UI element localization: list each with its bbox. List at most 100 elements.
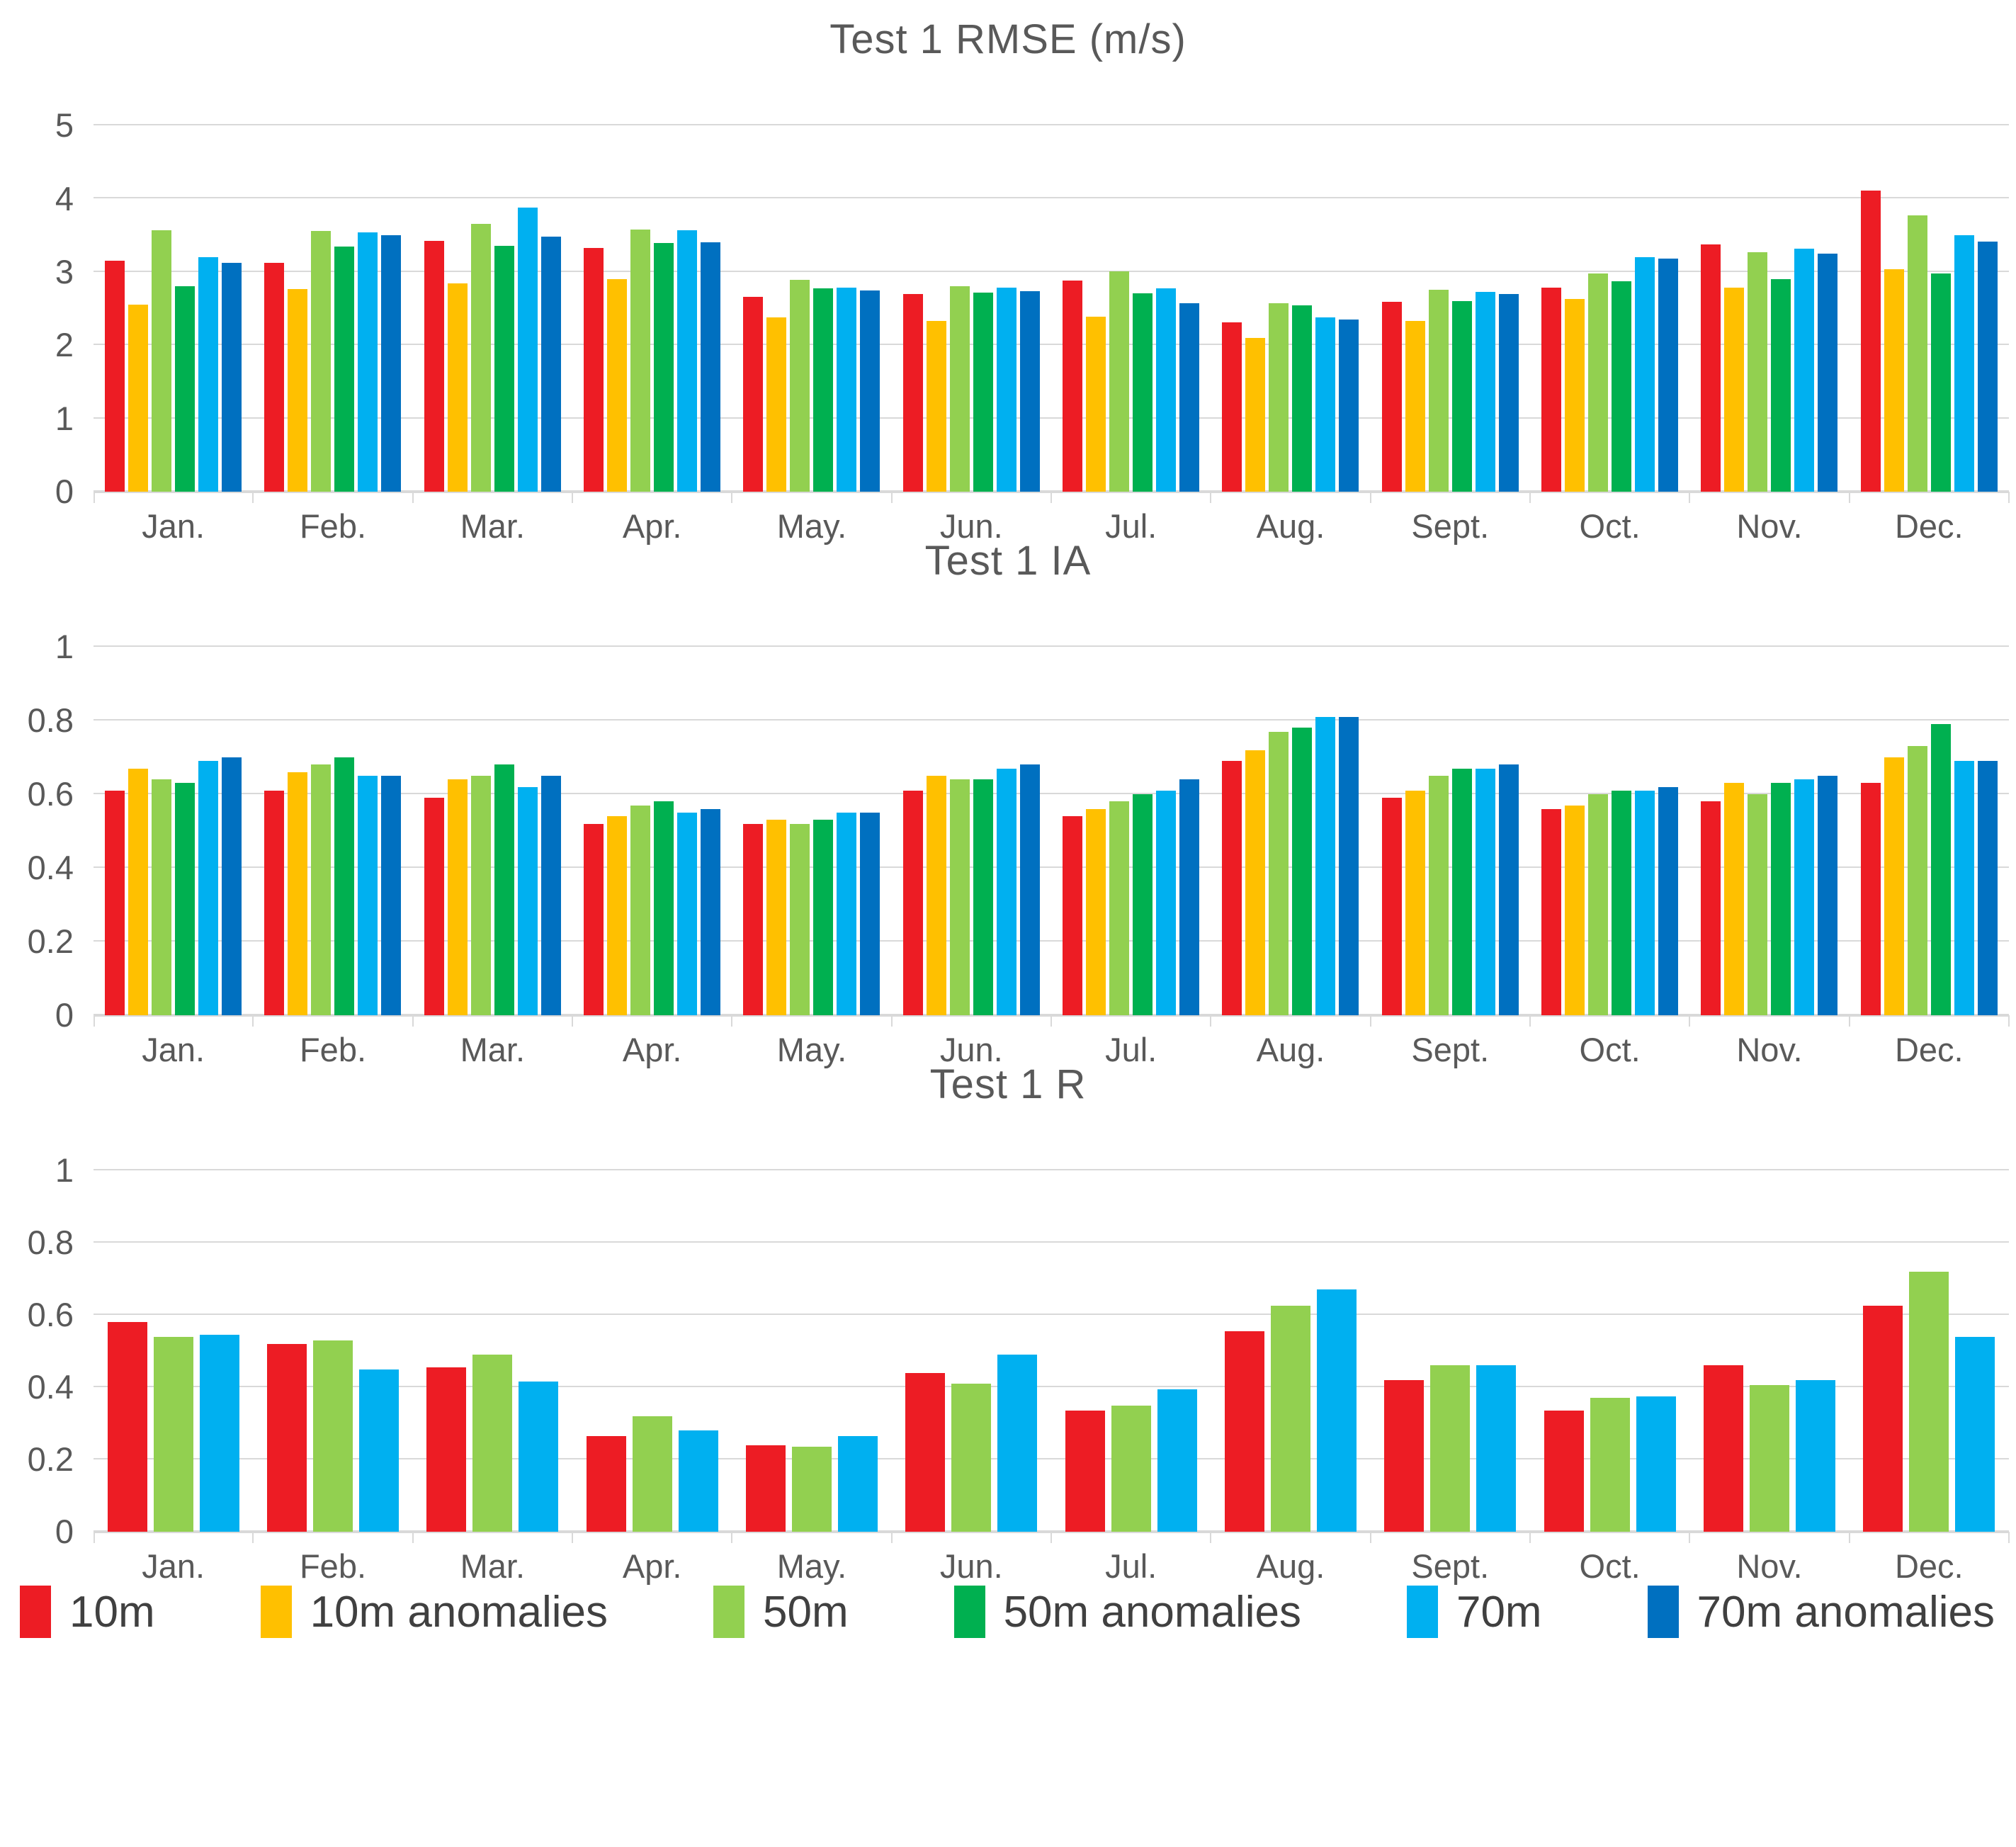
x-axis-label: Apr. bbox=[622, 1031, 682, 1068]
month-group: May. bbox=[732, 125, 893, 545]
x-axis-label: Jun. bbox=[939, 507, 1003, 545]
y-tick-label: 1 bbox=[55, 399, 74, 437]
month-group: Aug. bbox=[1211, 647, 1371, 1068]
bar-50m bbox=[1748, 252, 1768, 492]
bar-50m-anomalies bbox=[175, 286, 196, 492]
axis-tick-mark bbox=[1210, 492, 1212, 503]
month-group: Mar. bbox=[413, 1170, 573, 1585]
axis-tick-mark bbox=[571, 1532, 573, 1543]
axis-tick-mark bbox=[1050, 492, 1052, 503]
bar-10m bbox=[1063, 816, 1083, 1015]
legend-swatch bbox=[20, 1586, 51, 1638]
month-group: Mar. bbox=[413, 125, 573, 545]
x-axis-label: Dec. bbox=[1894, 507, 1964, 545]
gridline: 0.2 bbox=[28, 922, 2009, 960]
axis-tick-mark bbox=[1689, 492, 1691, 503]
bar-50m-anomalies bbox=[1771, 279, 1791, 492]
bar-10m bbox=[1541, 287, 1562, 492]
bar-10m-anomalies bbox=[1565, 299, 1585, 492]
bar-50m-anomalies bbox=[1930, 724, 1951, 1015]
axis-tick-mark bbox=[412, 492, 414, 503]
gridline: 0.8 bbox=[28, 701, 2009, 739]
axis-tick-mark bbox=[731, 492, 733, 503]
bar-50m bbox=[630, 805, 651, 1015]
bar-10m bbox=[107, 1322, 147, 1532]
bar-70m bbox=[1315, 317, 1336, 492]
axis-tick-mark bbox=[571, 1015, 573, 1027]
bar-70m bbox=[1475, 291, 1495, 492]
month-group: Nov. bbox=[1689, 1170, 1850, 1585]
bar-groups: Jan. Feb. Mar. Apr. May. Jun. Jul. Aug. Sept. Oct… bbox=[94, 125, 2010, 545]
bar-10m bbox=[743, 823, 764, 1015]
month-group: Sept. bbox=[1371, 647, 1531, 1068]
x-axis-label: May. bbox=[776, 1547, 847, 1585]
bar-70m-anomalies bbox=[1498, 764, 1519, 1015]
bar-50m bbox=[1269, 731, 1289, 1015]
y-tick-label: 2 bbox=[55, 326, 74, 364]
bar-10m-anomalies bbox=[1245, 337, 1266, 492]
legend-item-70m: 70m bbox=[1406, 1586, 1542, 1638]
bar-10m-anomalies bbox=[607, 816, 628, 1015]
chart-3: Test 1 R 1 0.8 0.6 0.4 0.2 0 Jan. Feb. Mar. Apr. Ma… bbox=[0, 1017, 2016, 1585]
x-axis-label: Sept. bbox=[1411, 1031, 1490, 1068]
bar-70m-anomalies bbox=[860, 813, 880, 1015]
bar-50m-anomalies bbox=[813, 288, 834, 492]
bar-70m bbox=[1315, 716, 1336, 1015]
month-group: Jan. bbox=[94, 125, 254, 545]
bar-10m bbox=[1863, 1306, 1903, 1532]
bar-10m-anomalies bbox=[1245, 750, 1266, 1015]
y-tick-label: 0.2 bbox=[27, 1440, 74, 1479]
bar-groups: Jan. Feb. Mar. Apr. May. Jun. Jul. Aug. Sept. Oct… bbox=[94, 1170, 2010, 1585]
bar-50m bbox=[1428, 289, 1449, 492]
chart-1: Test 1 RMSE (m/s) 5 4 3 2 1 0 Jan. Feb. Mar. Apr. M… bbox=[0, 0, 2016, 545]
bar-50m bbox=[790, 823, 810, 1015]
x-axis-label: Dec. bbox=[1894, 1547, 1964, 1585]
month-group: Oct. bbox=[1530, 125, 1691, 545]
bar-50m bbox=[1590, 1398, 1630, 1532]
plot-area: 1 0.8 0.6 0.4 0.2 0 Jan. Feb. Mar. Apr. May. Jun. Ju… bbox=[28, 628, 2010, 1068]
bar-50m-anomalies bbox=[334, 246, 355, 492]
bar-70m-anomalies bbox=[1658, 786, 1679, 1015]
y-tick-label: 0 bbox=[55, 996, 74, 1034]
x-axis-label: Jul. bbox=[1105, 1547, 1157, 1585]
x-axis-label: Jun. bbox=[939, 1547, 1003, 1585]
bar-50m-anomalies bbox=[175, 783, 196, 1015]
plot-area: 5 4 3 2 1 0 Jan. Feb. Mar. Apr. May. Jun. Jul. Aug. Se… bbox=[55, 106, 2010, 545]
x-axis-label: Jan. bbox=[142, 507, 205, 545]
bar-50m bbox=[1588, 794, 1609, 1015]
bar-10m-anomalies bbox=[766, 820, 787, 1015]
legend-item-10m: 10m bbox=[20, 1586, 155, 1638]
bar-50m bbox=[1909, 1271, 1949, 1532]
y-tick-label: 0.6 bbox=[27, 1296, 74, 1334]
bar-10m bbox=[266, 1343, 307, 1532]
bar-70m bbox=[1156, 288, 1177, 492]
axis-tick-mark bbox=[1210, 1532, 1212, 1543]
axis-tick-mark bbox=[890, 492, 893, 503]
bar-50m bbox=[791, 1447, 832, 1532]
bar-10m-anomalies bbox=[128, 305, 149, 492]
month-group: May. bbox=[732, 1170, 893, 1585]
bar-10m-anomalies bbox=[1884, 269, 1904, 492]
y-tick-label: 1 bbox=[55, 628, 74, 666]
chart-2: Test 1 IA 1 0.8 0.6 0.4 0.2 0 Jan. Feb. Mar. Apr. M… bbox=[0, 493, 2016, 1068]
bar-10m bbox=[1063, 281, 1083, 492]
legend-label: 70m anomalies bbox=[1697, 1587, 1995, 1637]
x-axis-label: Oct. bbox=[1579, 1547, 1641, 1585]
bar-50m-anomalies bbox=[1451, 768, 1472, 1015]
bar-50m bbox=[632, 1416, 672, 1532]
bar-10m bbox=[1701, 801, 1721, 1015]
bar-70m bbox=[1955, 1336, 1995, 1532]
bar-50m-anomalies bbox=[973, 779, 993, 1015]
bar-50m bbox=[472, 1355, 513, 1532]
bar-50m bbox=[311, 764, 332, 1015]
bar-10m bbox=[1860, 191, 1881, 492]
bar-70m bbox=[1156, 790, 1177, 1015]
legend-swatch bbox=[713, 1586, 744, 1638]
bar-10m bbox=[584, 823, 604, 1015]
legend-label: 10m anomalies bbox=[310, 1587, 608, 1637]
bar-70m-anomalies bbox=[381, 776, 402, 1015]
bar-10m bbox=[264, 263, 285, 492]
bar-10m-anomalies bbox=[1724, 287, 1745, 492]
axis-tick-mark bbox=[1529, 1015, 1531, 1027]
x-axis-label: Oct. bbox=[1579, 507, 1641, 545]
